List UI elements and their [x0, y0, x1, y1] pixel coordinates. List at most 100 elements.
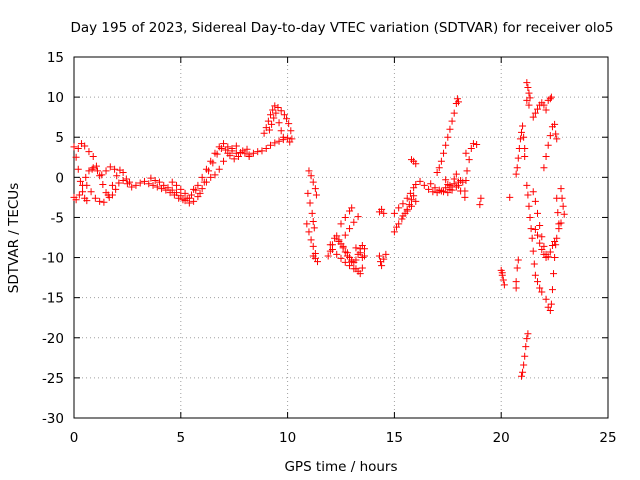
data-point: [399, 200, 407, 208]
data-point: [72, 153, 80, 161]
data-point: [72, 196, 80, 204]
y-tick-label: -15: [42, 291, 64, 307]
data-point: [536, 239, 544, 247]
data-point: [111, 165, 119, 173]
grid: [74, 57, 608, 418]
data-point: [360, 252, 368, 260]
data-point: [126, 178, 134, 186]
data-point: [275, 119, 283, 127]
data-point: [540, 164, 548, 172]
data-point: [555, 220, 563, 228]
data-point: [528, 234, 536, 242]
data-point: [352, 244, 360, 252]
data-point: [151, 177, 159, 185]
data-point: [531, 225, 539, 233]
data-point: [444, 181, 452, 189]
data-point: [403, 194, 411, 202]
data-point: [74, 165, 82, 173]
data-point: [326, 241, 334, 249]
data-point: [284, 134, 292, 142]
data-point: [202, 178, 210, 186]
data-point: [548, 286, 556, 294]
data-point: [264, 117, 272, 125]
data-point: [220, 140, 228, 148]
data-point: [520, 361, 528, 369]
data-point: [444, 133, 452, 141]
data-point: [527, 225, 535, 233]
data-point: [177, 192, 185, 200]
data-point: [173, 189, 181, 197]
data-point: [552, 130, 560, 138]
data-point: [337, 254, 345, 262]
data-point: [82, 173, 90, 181]
data-point: [513, 264, 521, 272]
data-point: [462, 149, 470, 157]
data-point: [452, 170, 460, 178]
data-point: [258, 147, 266, 155]
x-tick-label: 5: [177, 430, 186, 446]
data-point: [350, 218, 358, 226]
data-point: [522, 343, 530, 351]
y-tick-label: 5: [55, 130, 64, 146]
data-point: [521, 144, 529, 152]
data-point: [552, 241, 560, 249]
data-point: [546, 132, 554, 140]
data-point: [553, 194, 561, 202]
data-point: [136, 179, 144, 187]
data-point: [531, 109, 539, 117]
data-point: [352, 256, 360, 264]
data-point: [380, 209, 388, 217]
data-point: [360, 245, 368, 253]
y-tick-label: -25: [42, 371, 64, 387]
data-point: [309, 252, 317, 260]
data-point: [220, 157, 228, 165]
data-point: [215, 165, 223, 173]
data-point: [524, 191, 532, 199]
data-point: [553, 135, 561, 143]
data-point: [459, 178, 467, 186]
data-point: [395, 220, 403, 228]
data-point: [477, 194, 485, 202]
data-point: [530, 260, 538, 268]
data-point: [354, 213, 362, 221]
data-point: [112, 185, 120, 193]
x-tick-label: 10: [279, 430, 296, 446]
data-point: [529, 113, 537, 121]
data-point: [85, 148, 93, 156]
data-point: [525, 101, 533, 109]
data-point: [412, 197, 420, 205]
data-point: [469, 140, 477, 148]
data-point: [337, 220, 345, 228]
data-point: [341, 258, 349, 266]
data-point: [190, 185, 198, 193]
data-point: [128, 183, 136, 191]
data-point: [516, 135, 524, 143]
data-point: [425, 185, 433, 193]
data-point: [442, 141, 450, 149]
data-point: [209, 159, 217, 167]
data-point: [303, 220, 311, 228]
data-point: [358, 264, 366, 272]
data-point: [307, 236, 315, 244]
data-point: [531, 197, 539, 205]
data-point: [525, 89, 533, 97]
data-point: [542, 295, 550, 303]
data-point: [265, 126, 273, 134]
data-point: [304, 189, 312, 197]
data-point: [310, 224, 318, 232]
data-point: [546, 95, 554, 103]
data-point: [346, 225, 354, 233]
data-point: [198, 173, 206, 181]
data-point: [113, 172, 121, 180]
data-point: [89, 152, 97, 160]
data-point: [348, 258, 356, 266]
data-point: [88, 165, 96, 173]
data-point: [270, 114, 278, 122]
data-point: [271, 139, 279, 147]
data-point: [398, 215, 406, 223]
data-point: [194, 181, 202, 189]
data-point: [461, 193, 469, 201]
data-point: [145, 180, 153, 188]
data-point: [305, 167, 313, 175]
data-point: [287, 127, 295, 135]
